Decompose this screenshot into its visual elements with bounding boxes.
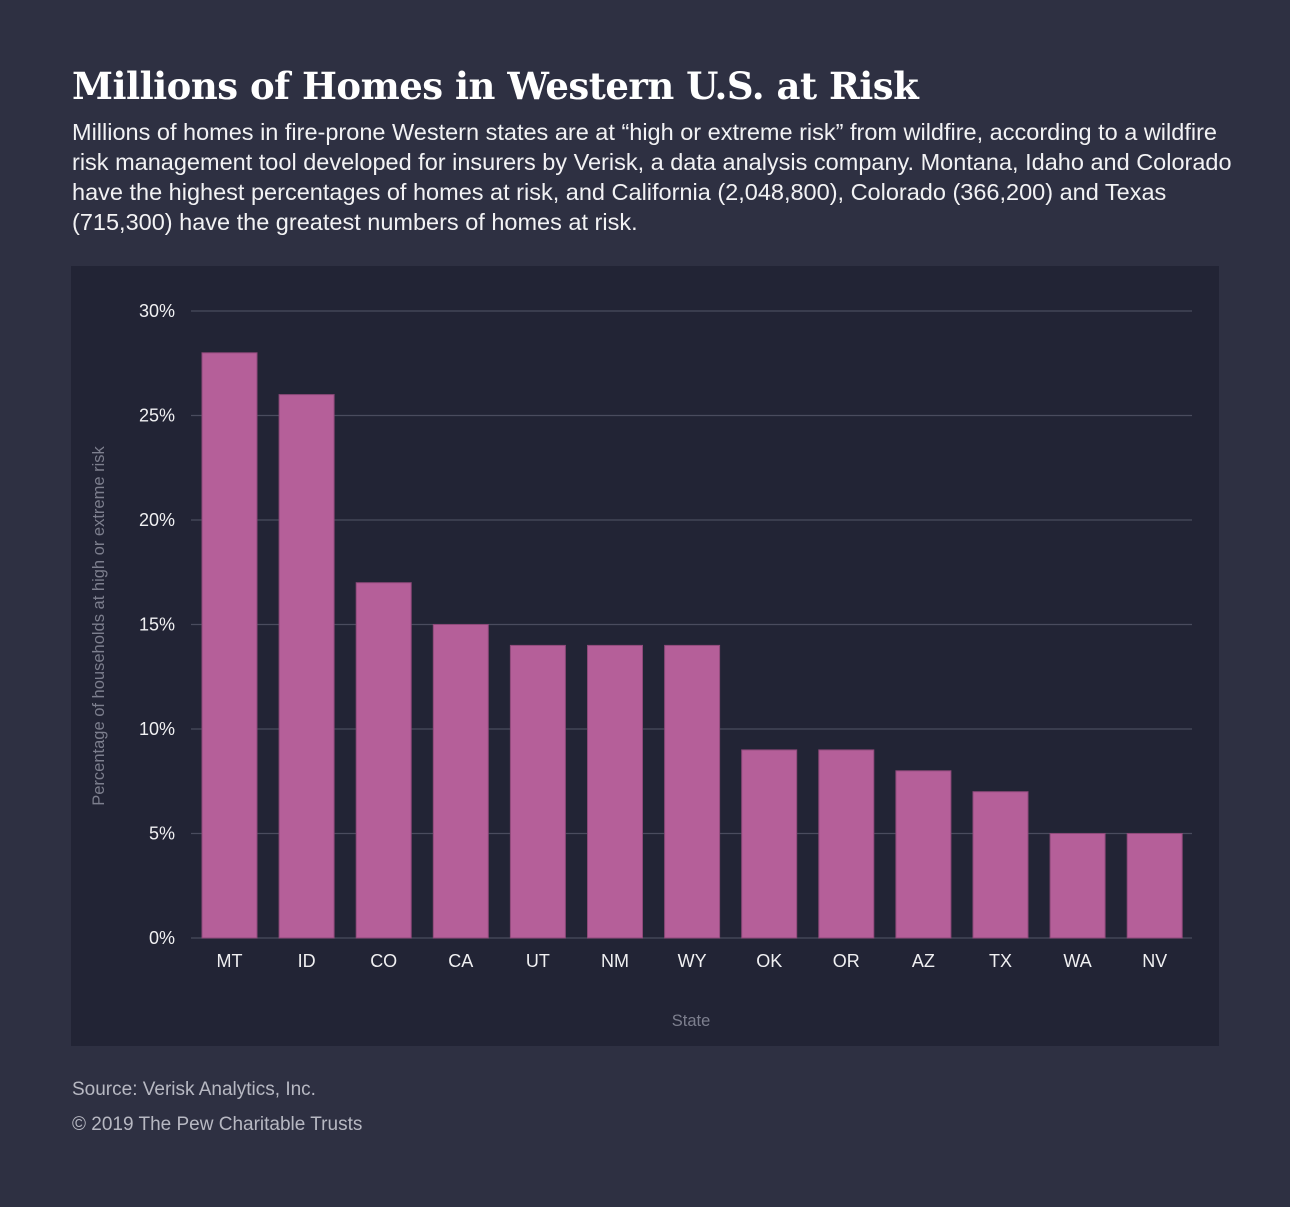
copyright-note: © 2019 The Pew Charitable Trusts xyxy=(72,1114,363,1135)
x-tick-label: ID xyxy=(298,951,316,971)
bar-or xyxy=(818,749,875,939)
y-tick-label: 25% xyxy=(139,406,175,426)
x-tick-label: WY xyxy=(678,951,707,971)
x-axis-ticks: MT ID CO CA UT NM WY OK OR AZ TX WA NV xyxy=(217,951,1168,971)
y-tick-label: 5% xyxy=(149,824,175,844)
chart-subtitle: Millions of homes in fire-prone Western … xyxy=(72,119,1232,235)
bar-co xyxy=(355,582,412,939)
y-tick-label: 15% xyxy=(139,615,175,635)
x-tick-label: CA xyxy=(448,951,473,971)
bar-chart: 0% 5% 10% 15% 20% 25% 30% MT ID CO CA UT NM WY OK OR AZ… xyxy=(90,301,1192,1030)
bar-nm xyxy=(587,644,643,939)
bar-ok xyxy=(741,749,798,939)
x-tick-label: WA xyxy=(1063,951,1091,971)
y-axis-ticks: 0% 5% 10% 15% 20% 25% 30% xyxy=(139,301,175,948)
bar-id xyxy=(278,394,335,939)
bar-wa xyxy=(1049,833,1106,939)
bar-ut xyxy=(509,644,566,939)
x-tick-label: AZ xyxy=(912,951,935,971)
bar-nv xyxy=(1126,833,1183,939)
x-tick-label: NV xyxy=(1142,951,1167,971)
bar-az xyxy=(895,770,952,939)
bar-wy xyxy=(664,644,721,939)
y-tick-label: 20% xyxy=(139,510,175,530)
x-tick-label: OR xyxy=(833,951,860,971)
x-tick-label: NM xyxy=(601,951,629,971)
bar-ca xyxy=(432,624,489,939)
chart-title: Millions of Homes in Western U.S. at Ris… xyxy=(72,64,919,108)
y-tick-label: 30% xyxy=(139,301,175,321)
y-tick-label: 10% xyxy=(139,719,175,739)
x-tick-label: TX xyxy=(989,951,1012,971)
source-note: Source: Verisk Analytics, Inc. xyxy=(72,1079,316,1100)
x-axis-title: State xyxy=(672,1012,711,1030)
x-tick-label: CO xyxy=(370,951,397,971)
bar-tx xyxy=(972,791,1029,939)
y-axis-title: Percentage of households at high or extr… xyxy=(90,445,108,805)
bar-mt xyxy=(201,352,258,939)
x-tick-label: MT xyxy=(217,951,243,971)
bars xyxy=(201,352,1183,939)
x-tick-label: UT xyxy=(526,951,550,971)
x-tick-label: OK xyxy=(756,951,782,971)
y-tick-label: 0% xyxy=(149,928,175,948)
chart-panel: 0% 5% 10% 15% 20% 25% 30% MT ID CO CA UT NM WY OK OR AZ… xyxy=(71,266,1219,1046)
